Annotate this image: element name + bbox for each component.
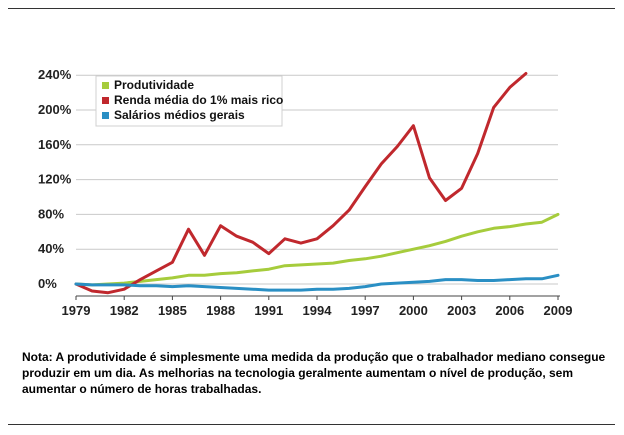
- series-line-2: [74, 72, 528, 295]
- y-tick-label: 40%: [38, 241, 64, 256]
- x-tick-label: 1985: [158, 303, 187, 318]
- y-tick-label: 120%: [38, 172, 72, 187]
- x-tick-label: 2000: [399, 303, 428, 318]
- legend-swatch-2: [102, 97, 109, 104]
- y-tick-label: 200%: [38, 102, 72, 117]
- bottom-rule: [8, 424, 615, 425]
- legend-label-1: Produtividade: [114, 78, 194, 92]
- footnote-line-3: aumentar o número de horas trabalhadas.: [22, 382, 262, 396]
- legend-box: [95, 75, 283, 127]
- y-tick-label: 240%: [38, 67, 72, 82]
- x-tick-label: 1997: [351, 303, 380, 318]
- line-chart: 240% 200% 160% 120% 80% 40% 0% 1979 1982 1985 1988…: [38, 67, 573, 318]
- x-tick-label: 1982: [110, 303, 139, 318]
- x-tick-label: 1988: [206, 303, 235, 318]
- top-rule: [8, 8, 615, 9]
- footnote: Nota: A produtividade é simplesmente uma…: [22, 349, 612, 397]
- legend-swatch-1: [102, 82, 109, 89]
- footnote-line-2: produzir em um dia. As melhorias na tecn…: [22, 366, 574, 380]
- y-tick-label: 0%: [38, 276, 57, 291]
- x-tick-label: 1994: [303, 303, 333, 318]
- legend-swatch-3: [102, 112, 109, 119]
- y-tick-label: 160%: [38, 137, 72, 152]
- x-tick-label: 2006: [495, 303, 524, 318]
- x-tick-label: 1991: [254, 303, 283, 318]
- x-tick-label: 2003: [447, 303, 476, 318]
- series-line-1: [74, 212, 560, 287]
- footnote-line-1: Nota: A produtividade é simplesmente uma…: [22, 350, 606, 364]
- legend-label-2: Renda média do 1% mais rico: [114, 93, 283, 107]
- legend-label-3: Salários médios gerais: [114, 108, 245, 122]
- y-tick-label: 80%: [38, 206, 64, 221]
- x-tick-label: 1979: [62, 303, 91, 318]
- series-line-3: [74, 273, 560, 292]
- x-tick-label: 2009: [544, 303, 573, 318]
